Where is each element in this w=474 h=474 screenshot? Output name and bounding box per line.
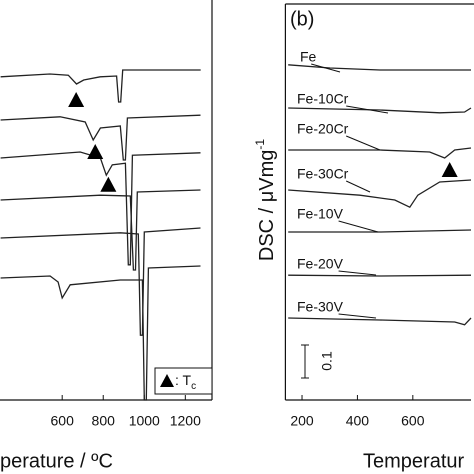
leader-line [311,63,341,73]
series-label: Fe-10V [297,206,344,222]
y-axis-label: DSC / μVmg-1 [253,139,278,262]
series-label: Fe-10Cr [297,91,349,107]
dsc-curve [288,179,472,209]
dsc-curve [0,189,201,271]
leader-line [345,180,371,193]
series-label: Fe-30V [297,299,344,315]
tc-marker [68,92,85,107]
dsc-curve [0,265,201,401]
series-label: Fe [300,49,317,65]
x-tick-label: 400 [346,413,370,429]
series-label: Fe-20V [297,256,344,272]
y-label-sup: -1 [253,139,267,150]
scale-bar-label: 0.1 [319,351,335,371]
x-axis-label: Temperatur [363,450,464,472]
dsc-curve [288,317,472,326]
x-tick-label: 600 [51,413,75,429]
dsc-curve [0,227,201,336]
x-tick-label: 1000 [129,413,160,429]
legend-sub: c [191,381,196,392]
dsc-curve [288,147,472,159]
leader-line [346,105,389,114]
x-tick-label: 200 [290,413,314,429]
dsc-curve [0,151,201,266]
x-tick-label: 800 [92,413,116,429]
leader-line [338,313,377,319]
dsc-curve [0,69,201,103]
tc-marker [87,144,104,159]
x-tick-label: 1200 [170,413,201,429]
dsc-curve [288,274,472,277]
dsc-curve [288,229,472,233]
dsc-curve [288,64,471,71]
series-label: Fe-20Cr [297,121,349,137]
leader-line [346,135,381,151]
series-label: Fe-30Cr [297,166,349,182]
tc-marker [100,176,117,192]
x-axis-label: perature / ºC [0,450,113,472]
dsc-curve [0,114,201,161]
dsc-curve [288,107,472,114]
legend-marker [160,374,174,387]
tc-marker [441,162,458,177]
leader-line [338,220,379,233]
legend-box [154,367,213,395]
legend-text: : Tc [175,372,196,392]
x-tick-label: 600 [401,413,425,429]
leader-line [338,270,377,276]
legend-main: : T [175,372,192,388]
y-label-main: DSC / μVmg [256,150,278,262]
panel-label: (b) [290,8,314,30]
